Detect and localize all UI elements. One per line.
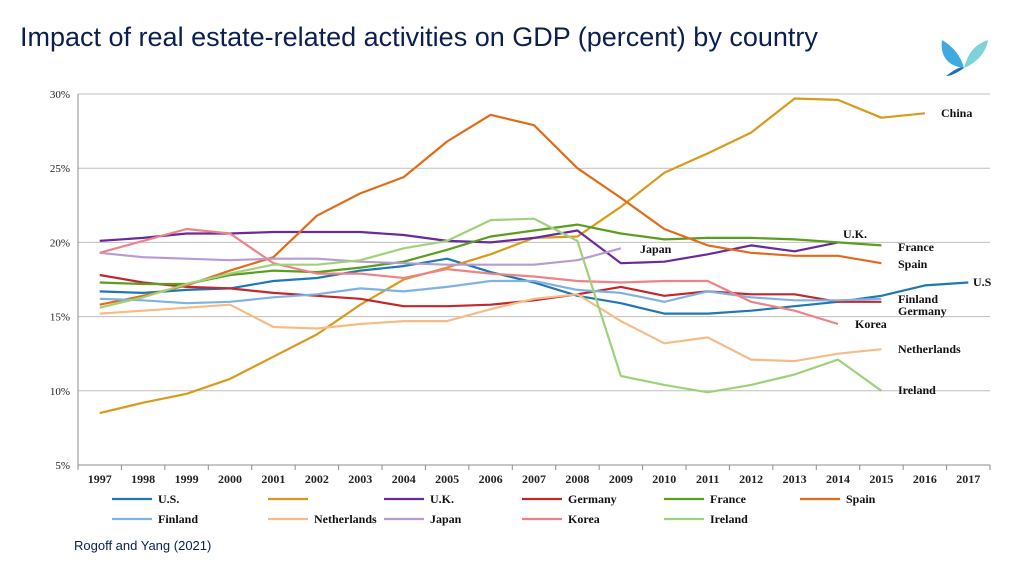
series-end-label: France	[898, 240, 935, 254]
legend-label: Korea	[568, 512, 600, 526]
series-end-label: Korea	[855, 317, 887, 331]
series-end-label: Ireland	[898, 383, 936, 397]
series-line-netherlands	[99, 293, 882, 363]
y-tick-label: 10%	[50, 386, 70, 398]
x-tick-label: 2000	[218, 472, 242, 486]
logo-petal-left	[941, 40, 964, 68]
y-tick-label: 5%	[55, 460, 70, 472]
x-tick-label: 2005	[435, 472, 459, 486]
legend-label: Spain	[846, 492, 876, 506]
x-tick-label: 2009	[609, 472, 633, 486]
slide-title: Impact of real estate-related activities…	[20, 22, 818, 52]
legend-label: Germany	[568, 492, 617, 506]
series-layer	[99, 97, 969, 415]
x-tick-label: 1999	[175, 472, 199, 486]
x-tick-label: 2010	[652, 472, 676, 486]
grid-layer	[78, 93, 990, 466]
series-line-spain	[99, 113, 882, 306]
x-tick-label: 2012	[739, 472, 763, 486]
series-end-label: Finland	[898, 292, 938, 306]
series-line-japan	[99, 247, 622, 266]
legend-label: Finland	[158, 512, 198, 526]
series-line-u-k-	[99, 229, 839, 265]
legend-label: Japan	[430, 512, 462, 526]
series-line-france	[99, 223, 882, 286]
y-tick-label: 20%	[50, 237, 70, 249]
x-tick-label: 2016	[913, 472, 937, 486]
logo-petal-right	[964, 40, 988, 68]
series-line-finland	[99, 279, 882, 305]
series-end-label: Spain	[898, 257, 928, 271]
source-citation: Rogoff and Yang (2021)	[74, 538, 212, 553]
x-tick-label: 2004	[392, 472, 416, 486]
x-tick-label: 2003	[348, 472, 372, 486]
series-line-u-s	[99, 257, 969, 315]
series-end-label: China	[941, 106, 972, 120]
series-line-germany	[99, 273, 882, 308]
x-tick-label: 1997	[88, 472, 112, 486]
x-tick-label: 2002	[305, 472, 329, 486]
logo-petal-bottom	[946, 67, 964, 76]
series-end-label: Japan	[640, 242, 672, 256]
x-tick-label: 2006	[479, 472, 503, 486]
legend-label: Ireland	[710, 512, 748, 526]
y-tick-label: 30%	[50, 89, 70, 101]
x-tick-label: 2014	[826, 472, 850, 486]
series-end-label: U.K.	[843, 227, 867, 241]
leaf-logo-icon	[941, 40, 988, 76]
series-end-label: U.S	[973, 275, 992, 289]
legend-label: France	[710, 492, 747, 506]
legend: U.S. U.K. Germany France Spain Finland Netherl…	[112, 492, 876, 526]
label-layer: U.S China U.K. Germany France Spain Finland Net…	[640, 106, 992, 397]
series-end-label: Netherlands	[898, 342, 961, 356]
series-line-korea	[99, 227, 839, 326]
axis-layer: 5% 10% 15% 20% 25% 30% 1997 1998 1999 2000 2001 200…	[50, 89, 991, 486]
series-line-china	[99, 97, 926, 415]
x-tick-label: 2007	[522, 472, 546, 486]
y-tick-label: 25%	[50, 163, 70, 175]
x-tick-label: 2013	[783, 472, 807, 486]
x-tick-label: 2015	[869, 472, 893, 486]
legend-label: U.K.	[430, 492, 454, 506]
y-tick-label: 15%	[50, 312, 70, 324]
x-tick-label: 1998	[131, 472, 155, 486]
series-line-ireland	[99, 217, 883, 394]
x-tick-label: 2011	[696, 472, 719, 486]
x-tick-label: 2008	[565, 472, 589, 486]
series-end-label: Germany	[898, 304, 947, 318]
legend-label: U.S.	[158, 492, 179, 506]
x-tick-label: 2001	[261, 472, 285, 486]
legend-label: Netherlands	[314, 512, 377, 526]
x-tick-label: 2017	[956, 472, 980, 486]
